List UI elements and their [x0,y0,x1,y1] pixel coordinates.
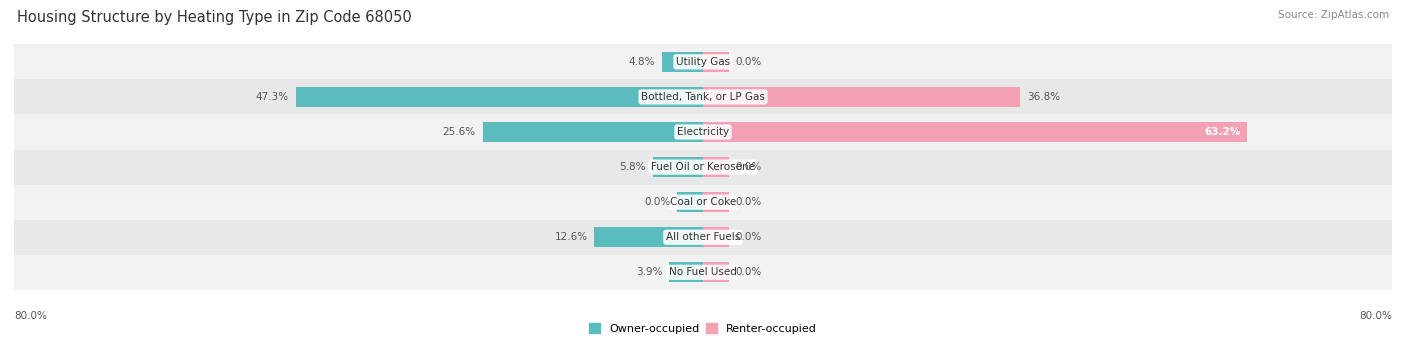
Bar [595,227,703,248]
Bar [703,192,728,212]
Bar [703,262,728,282]
Text: 0.0%: 0.0% [735,197,762,207]
Bar [662,52,703,72]
Text: 25.6%: 25.6% [443,127,475,137]
Text: 36.8%: 36.8% [1026,92,1060,102]
Bar [295,87,703,107]
Text: Bottled, Tank, or LP Gas: Bottled, Tank, or LP Gas [641,92,765,102]
Bar [14,150,1392,184]
Text: 5.8%: 5.8% [620,162,647,172]
Text: 80.0%: 80.0% [14,311,46,321]
Text: 3.9%: 3.9% [636,267,662,277]
Bar [678,192,703,212]
Text: 0.0%: 0.0% [735,232,762,242]
Text: 0.0%: 0.0% [644,197,671,207]
Bar [14,79,1392,115]
Bar [482,122,703,142]
Bar [669,262,703,282]
Text: Coal or Coke: Coal or Coke [669,197,737,207]
Text: All other Fuels: All other Fuels [666,232,740,242]
Bar [703,157,728,177]
Legend: Owner-occupied, Renter-occupied: Owner-occupied, Renter-occupied [585,319,821,338]
Text: 12.6%: 12.6% [554,232,588,242]
Text: No Fuel Used: No Fuel Used [669,267,737,277]
Text: 80.0%: 80.0% [1360,311,1392,321]
Text: 4.8%: 4.8% [628,57,655,67]
Text: Electricity: Electricity [676,127,730,137]
Bar [14,255,1392,290]
Text: 63.2%: 63.2% [1204,127,1240,137]
Bar [14,184,1392,220]
Text: 0.0%: 0.0% [735,267,762,277]
Bar [703,122,1247,142]
Text: 47.3%: 47.3% [256,92,288,102]
Bar [703,52,728,72]
Text: Utility Gas: Utility Gas [676,57,730,67]
Text: Housing Structure by Heating Type in Zip Code 68050: Housing Structure by Heating Type in Zip… [17,10,412,25]
Bar [652,157,703,177]
Text: 0.0%: 0.0% [735,57,762,67]
Bar [703,227,728,248]
Bar [14,220,1392,255]
Text: Source: ZipAtlas.com: Source: ZipAtlas.com [1278,10,1389,20]
Text: 0.0%: 0.0% [735,162,762,172]
Text: Fuel Oil or Kerosene: Fuel Oil or Kerosene [651,162,755,172]
Bar [703,87,1019,107]
Bar [14,44,1392,79]
Bar [14,115,1392,150]
